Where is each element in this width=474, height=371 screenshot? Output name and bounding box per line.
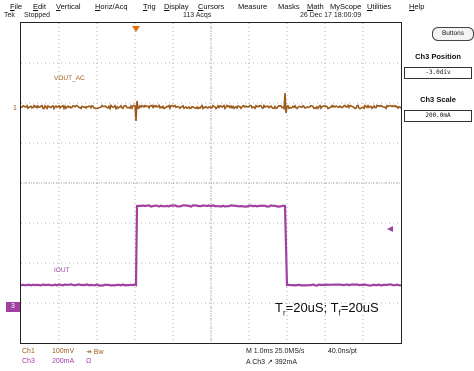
vout-trace [21, 93, 401, 121]
acquisition-state: Stopped [24, 12, 50, 19]
menu-item[interactable]: Edit [33, 2, 46, 11]
trigger-level-icon[interactable] [387, 226, 393, 232]
ch1-readout-bw: ↠ Bw [86, 348, 104, 356]
menu-item[interactable]: MyScope [330, 2, 361, 11]
ch3-position-field[interactable]: -3.0div [404, 67, 472, 79]
menu-accelerator: H [409, 2, 414, 11]
menu-item[interactable]: Help [409, 2, 424, 11]
ch1-readout-name[interactable]: Ch1 [22, 348, 35, 355]
menu-accelerator: V [56, 2, 61, 11]
timebase-readout[interactable]: M 1.0ms 25.0MS/s [246, 348, 304, 355]
menu-item[interactable]: Vertical [56, 2, 81, 11]
ch3-scale-title: Ch3 Scale [402, 95, 474, 104]
menu-accelerator: U [367, 2, 372, 11]
ch3-ground-marker[interactable]: 3 [6, 302, 20, 312]
ch3-readout-scale[interactable]: 200mA [52, 358, 74, 365]
note-t3: =20uS [341, 300, 379, 315]
ch3-position-title: Ch3 Position [402, 52, 474, 61]
ch3-readout-coupling: Ω [86, 358, 91, 365]
menu-accelerator: C [198, 2, 203, 11]
menu-accelerator: D [164, 2, 169, 11]
note-t1: T [275, 300, 283, 315]
menu-item[interactable]: File [10, 2, 22, 11]
menu-item[interactable]: Masks [278, 2, 300, 11]
waveform-graticule [21, 23, 401, 343]
trigger-readout[interactable]: A Ch3 ↗ 392mA [246, 358, 297, 366]
resolution-readout: 40.0ns/pt [328, 348, 357, 355]
date-time: 26 Dec 17 18:00:09 [300, 12, 361, 19]
menu-item[interactable]: Trig [143, 2, 156, 11]
ch3-scale-field[interactable]: 200.0mA [404, 110, 472, 122]
waveform-display[interactable] [20, 22, 402, 344]
menu-accelerator: F [10, 2, 15, 11]
menu-item[interactable]: Measure [238, 2, 267, 11]
buttons-button[interactable]: Buttons [432, 27, 474, 41]
menu-accelerator: E [33, 2, 38, 11]
menu-bar: File Edit Vertical Horiz/Acq Trig Display Curs… [0, 0, 474, 12]
menu-accelerator: T [143, 2, 147, 11]
menu-item[interactable]: Utilities [367, 2, 391, 11]
menu-item[interactable]: Horiz/Acq [95, 2, 128, 11]
ch1-ground-marker[interactable]: 1 [13, 105, 17, 112]
acquisition-count: 113 Acqs [183, 12, 211, 19]
ch1-readout-scale[interactable]: 100mV [52, 348, 74, 355]
status-line: Tek Stopped 113 Acqs 26 Dec 17 18:00:09 [0, 12, 400, 22]
menu-accelerator: M [307, 2, 313, 11]
menu-item[interactable]: Math [307, 2, 324, 11]
rise-fall-annotation: Tr=20uS; Tf=20uS [275, 300, 379, 318]
trigger-position-icon[interactable] [132, 26, 140, 32]
menu-accelerator: H [95, 2, 100, 11]
iout-trace-label: IOUT [54, 267, 70, 274]
menu-item[interactable]: Cursors [198, 2, 224, 11]
menu-item[interactable]: Display [164, 2, 189, 11]
control-panel: Buttons Ch3 Position -3.0div Ch3 Scale 2… [402, 22, 474, 371]
ch3-readout-name[interactable]: Ch3 [22, 358, 35, 365]
brand-label: Tek [4, 12, 15, 19]
vout-trace-label: VOUT_AC [54, 75, 85, 82]
note-t2: =20uS; T [286, 300, 339, 315]
